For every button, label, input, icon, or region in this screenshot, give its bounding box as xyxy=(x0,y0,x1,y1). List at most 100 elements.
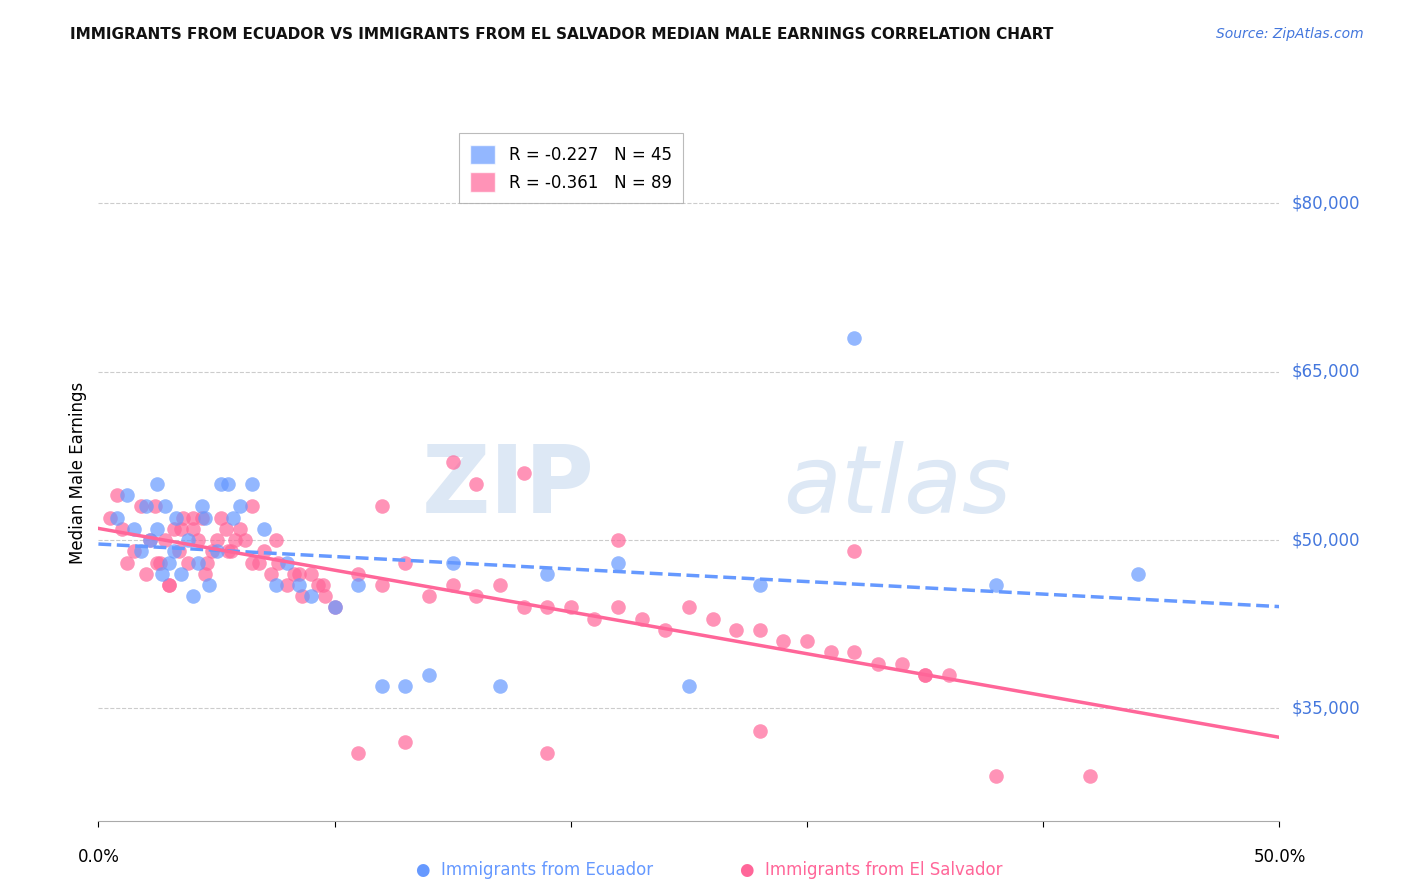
Point xyxy=(1080,769,1102,783)
Point xyxy=(139,533,162,547)
Point xyxy=(215,522,238,536)
Point xyxy=(264,533,287,547)
Point xyxy=(702,612,724,626)
Point xyxy=(371,679,394,693)
Legend: R = -0.227   N = 45, R = -0.361   N = 89: R = -0.227 N = 45, R = -0.361 N = 89 xyxy=(458,133,683,203)
Point xyxy=(165,510,187,524)
Point xyxy=(796,634,818,648)
Point xyxy=(222,510,245,524)
Point xyxy=(181,522,204,536)
Point xyxy=(394,556,416,570)
Point xyxy=(283,566,305,581)
Point xyxy=(149,556,172,570)
Point xyxy=(233,533,256,547)
Point xyxy=(276,578,298,592)
Point xyxy=(135,566,157,581)
Point xyxy=(150,566,173,581)
Point xyxy=(187,556,209,570)
Point xyxy=(209,477,232,491)
Point xyxy=(201,544,224,558)
Point xyxy=(135,500,157,514)
Point xyxy=(205,533,228,547)
Point xyxy=(276,556,298,570)
Point xyxy=(195,556,218,570)
Point xyxy=(489,578,512,592)
Point xyxy=(748,723,770,738)
Point xyxy=(163,522,186,536)
Point xyxy=(224,533,246,547)
Point xyxy=(187,533,209,547)
Point xyxy=(394,679,416,693)
Point xyxy=(167,544,190,558)
Point xyxy=(299,589,322,603)
Point xyxy=(347,578,370,592)
Point xyxy=(866,657,889,671)
Point xyxy=(146,477,169,491)
Point xyxy=(247,556,270,570)
Point xyxy=(157,556,180,570)
Text: ●  Immigrants from Ecuador: ● Immigrants from Ecuador xyxy=(416,861,652,879)
Point xyxy=(607,556,630,570)
Text: $35,000: $35,000 xyxy=(1291,699,1360,717)
Point xyxy=(890,657,912,671)
Point xyxy=(489,679,512,693)
Point xyxy=(177,556,200,570)
Point xyxy=(129,500,152,514)
Point xyxy=(194,510,217,524)
Point xyxy=(98,510,121,524)
Point xyxy=(536,747,558,761)
Point xyxy=(209,510,232,524)
Point xyxy=(170,566,193,581)
Point xyxy=(536,600,558,615)
Point xyxy=(129,544,152,558)
Point xyxy=(105,488,128,502)
Text: $65,000: $65,000 xyxy=(1291,363,1360,381)
Point xyxy=(177,533,200,547)
Point xyxy=(347,747,370,761)
Point xyxy=(181,589,204,603)
Text: $80,000: $80,000 xyxy=(1291,194,1360,212)
Point xyxy=(229,522,252,536)
Point xyxy=(219,544,242,558)
Point xyxy=(844,645,866,659)
Point xyxy=(307,578,329,592)
Point xyxy=(394,735,416,749)
Point xyxy=(512,466,534,480)
Point xyxy=(938,667,960,681)
Point xyxy=(153,533,176,547)
Point xyxy=(1126,566,1149,581)
Point xyxy=(441,454,464,468)
Y-axis label: Median Male Earnings: Median Male Earnings xyxy=(69,382,87,564)
Point xyxy=(115,556,138,570)
Point xyxy=(844,331,866,345)
Point xyxy=(914,667,936,681)
Text: 50.0%: 50.0% xyxy=(1253,848,1306,866)
Point xyxy=(314,589,336,603)
Point xyxy=(441,556,464,570)
Point xyxy=(153,500,176,514)
Point xyxy=(560,600,582,615)
Point xyxy=(146,522,169,536)
Point xyxy=(725,623,748,637)
Point xyxy=(748,578,770,592)
Point xyxy=(111,522,134,536)
Point xyxy=(772,634,794,648)
Point xyxy=(299,566,322,581)
Point xyxy=(181,510,204,524)
Point xyxy=(418,589,440,603)
Point xyxy=(512,600,534,615)
Point xyxy=(371,578,394,592)
Text: ZIP: ZIP xyxy=(422,441,595,533)
Point xyxy=(288,578,311,592)
Text: ●  Immigrants from El Salvador: ● Immigrants from El Salvador xyxy=(741,861,1002,879)
Point xyxy=(163,544,186,558)
Point xyxy=(630,612,652,626)
Point xyxy=(465,589,488,603)
Point xyxy=(267,556,290,570)
Point xyxy=(217,544,239,558)
Point xyxy=(139,533,162,547)
Point xyxy=(217,477,239,491)
Point xyxy=(172,510,194,524)
Point xyxy=(820,645,842,659)
Point xyxy=(290,589,312,603)
